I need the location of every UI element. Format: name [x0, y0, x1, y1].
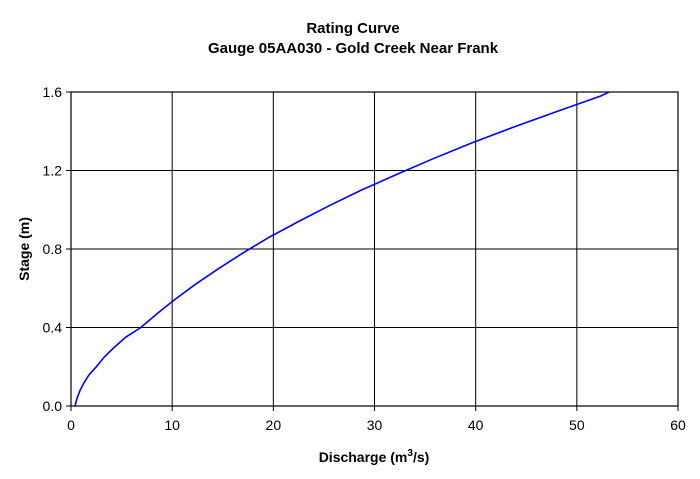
- y-tick-label: 1.6: [43, 84, 63, 100]
- x-tick-label: 60: [670, 417, 686, 433]
- y-tick-label: 1.2: [43, 163, 63, 179]
- y-axis-label: Stage (m): [16, 217, 32, 281]
- x-axis-label: Discharge (m3/s): [319, 448, 430, 465]
- x-axis-ticks: 0 10 20 30 40 50 60: [67, 406, 686, 433]
- x-tick-label: 20: [266, 417, 282, 433]
- y-axis-ticks: 0.0 0.4 0.8 1.2 1.6: [43, 84, 71, 414]
- x-tick-label: 40: [468, 417, 484, 433]
- grid-lines: [70, 91, 679, 407]
- x-tick-label: 0: [67, 417, 75, 433]
- y-tick-label: 0.4: [43, 320, 63, 336]
- chart-subtitle: Gauge 05AA030 - Gold Creek Near Frank: [208, 40, 499, 57]
- chart-title: Rating Curve: [306, 20, 399, 37]
- y-tick-label: 0.0: [43, 398, 63, 414]
- x-tick-label: 50: [569, 417, 585, 433]
- y-tick-label: 0.8: [43, 241, 63, 257]
- x-tick-label: 10: [164, 417, 180, 433]
- rating-curve-line: [74, 91, 610, 407]
- x-tick-label: 30: [367, 417, 383, 433]
